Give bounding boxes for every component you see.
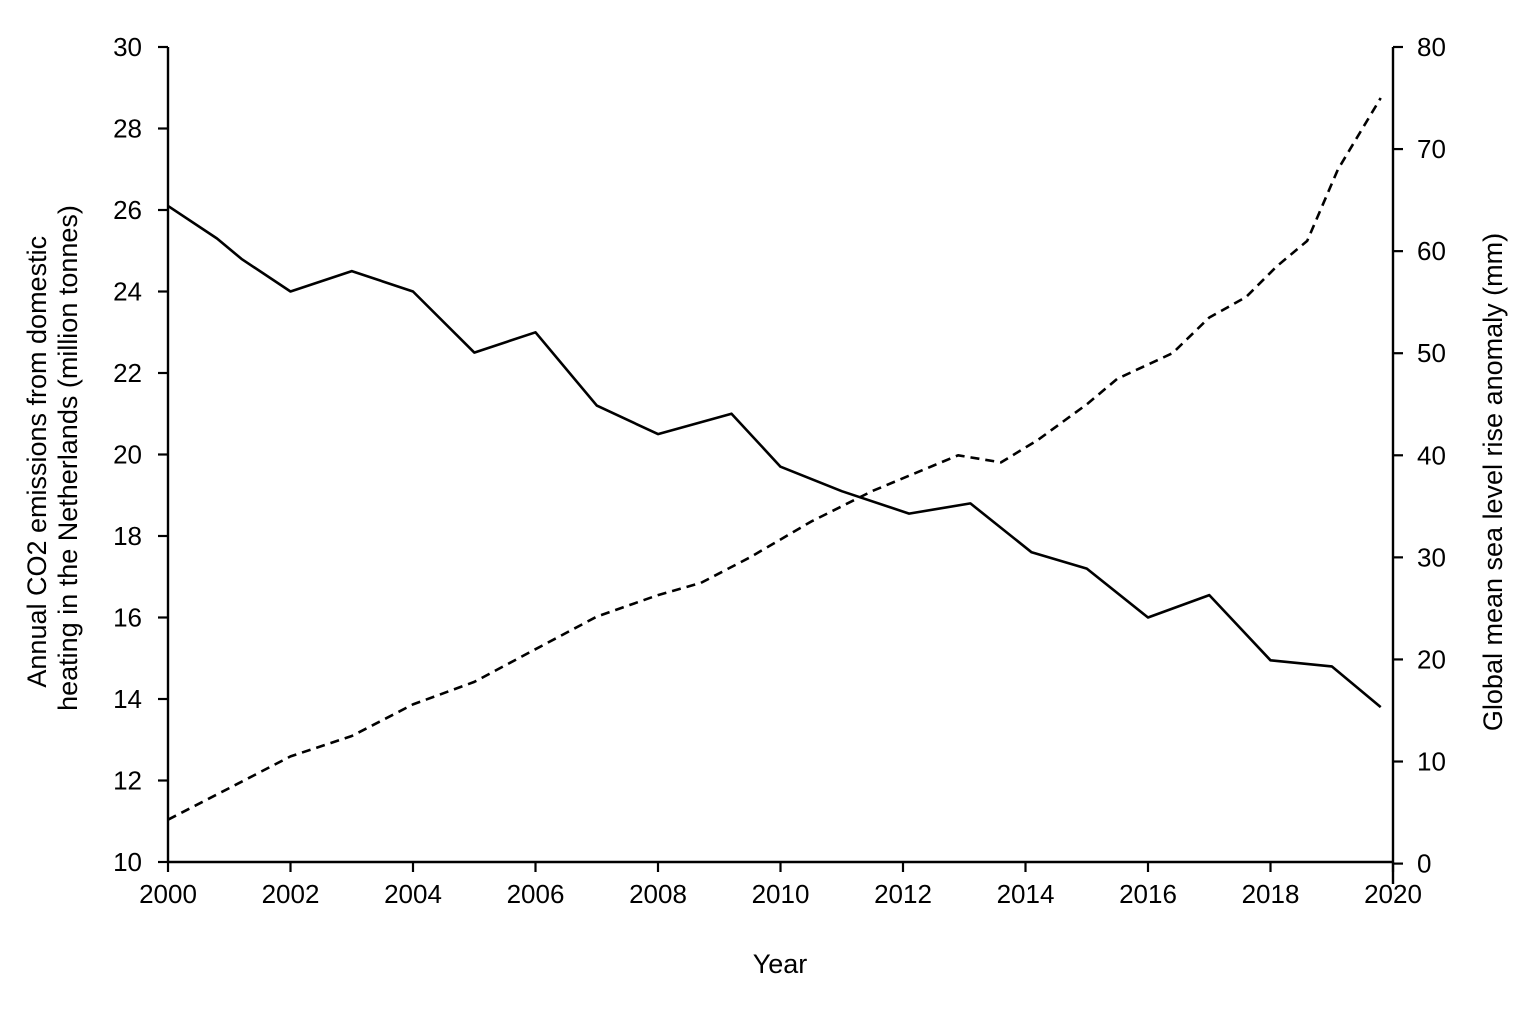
- right-y-tick-label: 50: [1417, 338, 1446, 368]
- series-layer: [167, 97, 1382, 821]
- x-tick-label: 2010: [752, 879, 810, 909]
- left-y-tick-label: 24: [113, 277, 142, 307]
- left-y-tick-label: 14: [113, 684, 142, 714]
- x-axis-title: Year: [753, 949, 808, 979]
- x-tick-label: 2020: [1364, 879, 1422, 909]
- right-y-tick-label: 30: [1417, 542, 1446, 572]
- right-y-axis-ticks: 0 10 20 30 40 50 60 70 80: [1393, 32, 1446, 879]
- left-y-axis-title-line-2: heating in the Netherlands (million tonn…: [53, 205, 83, 711]
- x-tick-label: 2016: [1119, 879, 1177, 909]
- left-y-tick-label: 30: [113, 32, 142, 62]
- co2-emissions-solid-line: [167, 204, 1382, 709]
- right-y-tick-label: 0: [1417, 849, 1431, 879]
- left-y-axis-title-line-1: Annual CO2 emissions from domestic: [22, 236, 52, 688]
- x-tick-label: 2000: [139, 879, 197, 909]
- sea-level-dashed-line: [167, 97, 1382, 821]
- right-y-axis-title: Global mean sea level rise anomaly (mm): [1478, 233, 1508, 731]
- left-y-tick-label: 22: [113, 358, 142, 388]
- x-tick-label: 2006: [507, 879, 565, 909]
- x-tick-label: 2004: [384, 879, 442, 909]
- x-axis-ticks: 2000 2002 2004 2006 2008 2010 2012 2014 2016 2018…: [139, 862, 1422, 909]
- x-tick-label: 2014: [997, 879, 1055, 909]
- right-y-tick-label: 70: [1417, 134, 1446, 164]
- x-tick-label: 2018: [1242, 879, 1300, 909]
- right-y-tick-label: 10: [1417, 747, 1446, 777]
- left-y-tick-label: 20: [113, 440, 142, 470]
- x-tick-label: 2008: [629, 879, 687, 909]
- left-y-tick-label: 12: [113, 766, 142, 796]
- right-y-tick-label: 80: [1417, 32, 1446, 62]
- left-y-axis-title: Annual CO2 emissions from domestic heati…: [22, 205, 83, 711]
- right-y-tick-label: 60: [1417, 236, 1446, 266]
- left-y-tick-label: 28: [113, 114, 142, 144]
- left-y-tick-label: 26: [113, 195, 142, 225]
- x-tick-label: 2002: [262, 879, 320, 909]
- left-y-tick-label: 18: [113, 521, 142, 551]
- x-tick-label: 2012: [874, 879, 932, 909]
- left-y-tick-label: 10: [113, 847, 142, 877]
- left-y-tick-label: 16: [113, 603, 142, 633]
- right-y-tick-label: 40: [1417, 440, 1446, 470]
- left-y-axis-ticks: 10 12 14 16 18 20 22 24 26 28 30: [113, 32, 168, 877]
- right-y-tick-label: 20: [1417, 644, 1446, 674]
